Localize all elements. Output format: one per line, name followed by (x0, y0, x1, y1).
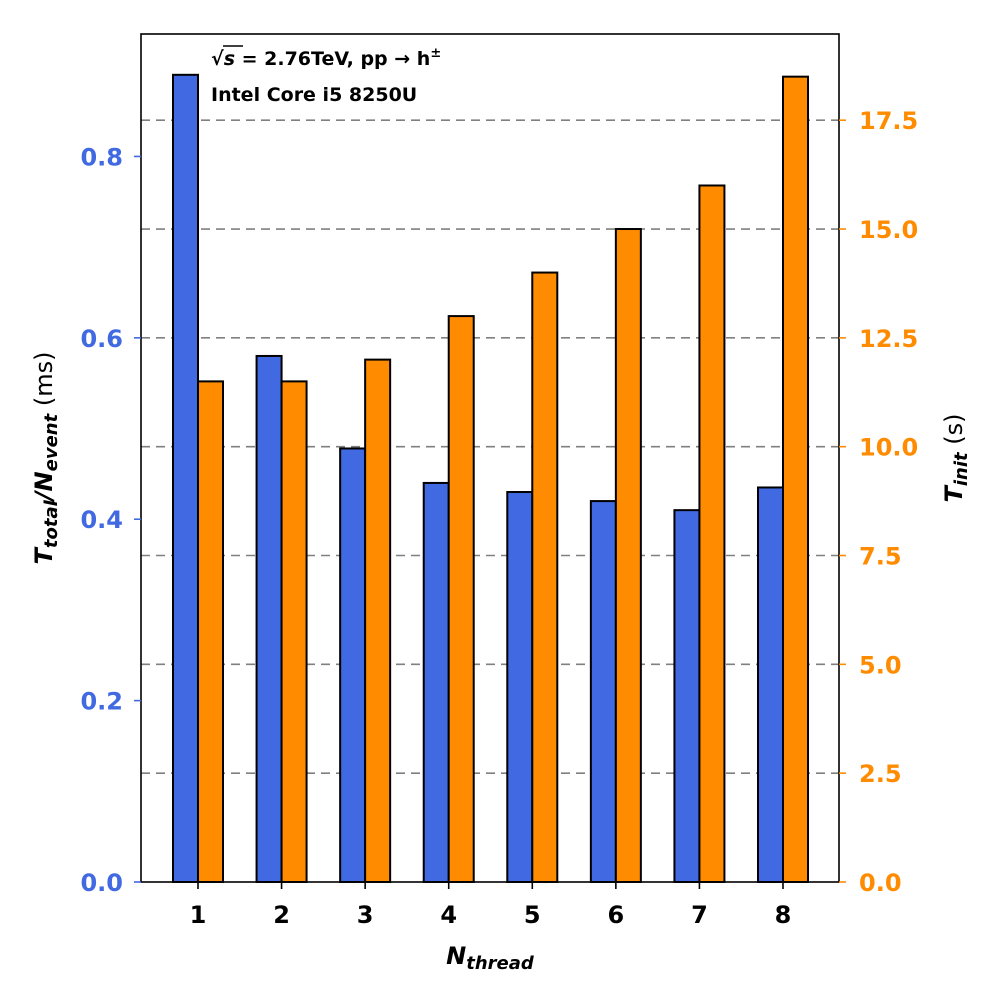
left-y-axis-label: Ttotal/Nevent (ms) (30, 352, 62, 565)
left-tick-label: 0.6 (80, 325, 123, 353)
right-tick-label: 10.0 (859, 434, 918, 462)
grid-lines (141, 119, 839, 774)
bars (172, 73, 809, 884)
plot-frame (140, 33, 840, 883)
left-tick-label: 0.2 (80, 688, 123, 716)
x-tick-label: 8 (775, 901, 792, 929)
right-tick-label: 12.5 (859, 325, 918, 353)
x-tick-label: 5 (524, 901, 541, 929)
bar-T_total/N_event-1 (172, 73, 199, 884)
bar-T_init-4 (447, 315, 475, 883)
bar-T_init-6 (614, 228, 642, 883)
x-tick-label: 7 (691, 901, 708, 929)
x-tick-label: 3 (357, 901, 374, 929)
bar-T_init-3 (364, 358, 392, 884)
right-tick-label: 2.5 (859, 760, 902, 788)
bar-T_total/N_event-2 (255, 354, 283, 884)
bar-T_init-1 (197, 380, 224, 883)
x-axis-label: Nthread (446, 942, 535, 974)
axis-ticks: 1 2 3 4 5 6 7 8 0.0 0.2 0.4 0.6 0.8 0.0 2.5 5.0 7.5 10.0 1… (80, 107, 918, 929)
bar-T_init-2 (280, 380, 308, 883)
bar-T_init-7 (698, 184, 726, 883)
bar-T_total/N_event-3 (339, 447, 367, 883)
bar-T_init-5 (531, 271, 559, 883)
right-tick-label: 7.5 (859, 543, 902, 571)
left-tick-label: 0.0 (80, 869, 123, 897)
x-tick-label: 4 (440, 901, 457, 929)
x-tick-label: 6 (608, 901, 625, 929)
annotation-cpu: Intel Core i5 8250U (211, 84, 417, 106)
right-tick-label: 0.0 (859, 869, 902, 897)
right-y-axis-label: Tinit (s) (940, 414, 972, 503)
left-tick-label: 0.8 (80, 143, 123, 171)
right-tick-label: 15.0 (859, 216, 918, 244)
bar-T_total/N_event-5 (506, 491, 534, 883)
bar-T_total/N_event-8 (757, 486, 784, 883)
bar-T_total/N_event-6 (589, 500, 617, 883)
right-tick-label: 17.5 (859, 107, 918, 135)
x-tick-label: 1 (190, 901, 207, 929)
x-tick-label: 2 (273, 901, 290, 929)
left-tick-label: 0.4 (80, 506, 123, 534)
right-tick-label: 5.0 (859, 651, 902, 679)
bar-T_total/N_event-4 (422, 481, 450, 883)
bar-T_init-8 (782, 75, 809, 883)
annotation-energy: √s = 2.76TeV, pp → h± (211, 46, 441, 70)
bar-T_total/N_event-7 (673, 509, 701, 883)
